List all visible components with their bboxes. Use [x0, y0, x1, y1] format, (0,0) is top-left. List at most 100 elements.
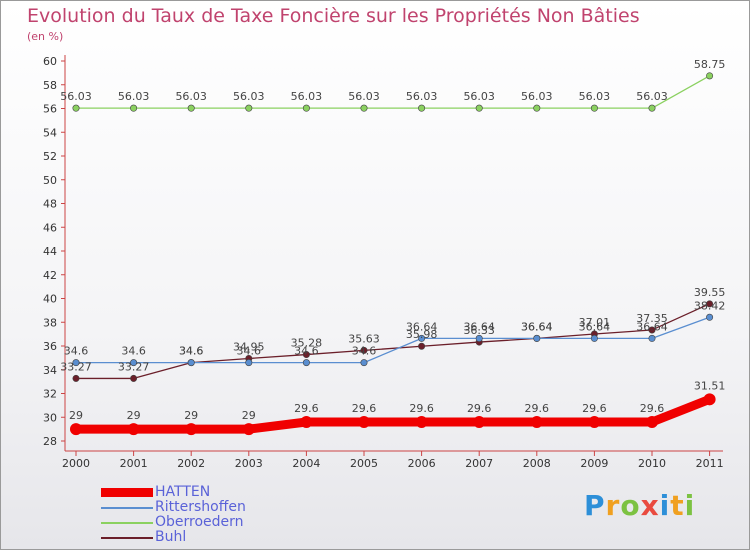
data-point-buhl: [418, 342, 426, 350]
data-point-oberroedern: [245, 104, 253, 112]
series-line-rittershoffen: [75, 316, 711, 364]
data-point-hatten: [646, 416, 658, 428]
data-label-rittershoffen: 36.64: [636, 320, 668, 333]
data-label-buhl: 35.28: [291, 337, 323, 350]
x-tick-label: 2005: [350, 457, 378, 470]
y-tick-label: 48: [43, 198, 57, 211]
data-point-buhl: [302, 351, 310, 359]
data-point-oberroedern: [590, 104, 598, 112]
data-label-hatten: 29.6: [409, 402, 434, 415]
data-point-rittershoffen: [706, 313, 714, 321]
data-point-oberroedern: [533, 104, 541, 112]
x-tick-label: 2003: [235, 457, 263, 470]
data-point-hatten: [473, 416, 486, 428]
y-tick-label: 40: [43, 293, 57, 306]
proxiti-logo: Proxiti: [584, 489, 695, 522]
data-point-buhl: [648, 326, 656, 334]
legend-label-buhl: Buhl: [155, 529, 187, 545]
data-label-buhl: 33.27: [118, 360, 150, 373]
legend-label-rittershoffen: Rittershoffen: [155, 499, 246, 515]
y-tick-label: 38: [43, 316, 57, 329]
data-point-buhl: [130, 374, 138, 382]
x-tick-label: 2001: [120, 457, 148, 470]
y-tick-label: 44: [43, 245, 57, 258]
data-label-rittershoffen: 34.6: [64, 345, 89, 358]
y-tick-label: 54: [43, 126, 57, 139]
x-tick-label: 2000: [62, 457, 90, 470]
data-label-oberroedern: 58.75: [694, 58, 726, 71]
series-line-hatten: [71, 394, 715, 434]
data-label-buhl: 39.55: [694, 286, 726, 299]
legend-swatch-buhl: [101, 537, 153, 539]
data-label-rittershoffen: 34.6: [352, 345, 377, 358]
data-point-oberroedern: [302, 104, 310, 112]
data-label-hatten: 29.6: [582, 402, 607, 415]
data-label-hatten: 29: [69, 409, 83, 422]
legend-swatch-oberroedern: [101, 522, 153, 524]
series-line-buhl: [75, 303, 711, 380]
data-label-hatten: 29: [127, 409, 141, 422]
x-tick-label: 2009: [580, 457, 608, 470]
data-point-oberroedern: [475, 104, 483, 112]
data-label-rittershoffen: 38.42: [694, 299, 726, 312]
data-point-hatten: [185, 423, 198, 436]
logo-letter: t: [670, 489, 685, 522]
data-label-oberroedern: 56.03: [348, 90, 380, 103]
line-chart: 28 30 32 34 36 38 40 42 44 46 48 50 52 54 56 58 60 2000 20…: [43, 55, 726, 470]
data-label-rittershoffen: 36.64: [463, 320, 495, 333]
data-point-rittershoffen: [475, 334, 483, 342]
data-point-hatten: [300, 416, 313, 428]
data-point-rittershoffen: [245, 359, 253, 367]
x-tick-label: 2002: [177, 457, 205, 470]
data-label-rittershoffen: 36.64: [521, 320, 553, 333]
data-label-oberroedern: 56.03: [463, 90, 495, 103]
data-label-oberroedern: 56.03: [233, 90, 265, 103]
data-label-rittershoffen: 34.6: [121, 345, 146, 358]
data-label-buhl: 34.6: [179, 345, 204, 358]
data-label-oberroedern: 56.03: [291, 90, 323, 103]
logo-letter: x: [640, 489, 660, 522]
logo-letter: r: [605, 489, 621, 522]
data-label-hatten: 29.6: [352, 402, 377, 415]
data-label-oberroedern: 56.03: [60, 90, 92, 103]
x-tick-label: 2010: [638, 457, 666, 470]
data-point-hatten: [415, 416, 428, 428]
data-label-buhl: 37.01: [579, 316, 611, 329]
x-tick-label: 2007: [465, 457, 493, 470]
data-point-rittershoffen: [130, 359, 138, 367]
y-tick-label: 28: [43, 435, 57, 448]
y-tick-label: 46: [43, 221, 57, 234]
data-point-rittershoffen: [648, 334, 656, 342]
data-label-oberroedern: 56.03: [579, 90, 611, 103]
y-tick-label: 58: [43, 79, 57, 92]
data-point-buhl: [72, 374, 80, 382]
data-point-buhl: [706, 300, 714, 308]
data-point-rittershoffen: [360, 359, 368, 367]
data-label-hatten: 31.51: [694, 379, 726, 392]
data-point-hatten: [358, 416, 370, 428]
data-point-hatten: [127, 423, 140, 436]
data-label-oberroedern: 56.03: [406, 90, 438, 103]
y-tick-label: 32: [43, 388, 57, 401]
data-point-oberroedern: [187, 104, 195, 112]
data-label-hatten: 29.6: [294, 402, 319, 415]
y-tick-label: 52: [43, 150, 57, 163]
x-tick-label: 2011: [696, 457, 724, 470]
data-label-oberroedern: 56.03: [521, 90, 553, 103]
y-tick-label: 30: [43, 411, 57, 424]
data-label-buhl: 34.95: [233, 340, 265, 353]
data-point-rittershoffen: [533, 334, 541, 342]
y-tick-label: 60: [43, 55, 57, 68]
x-tick-label: 2004: [292, 457, 320, 470]
y-tick-label: 50: [43, 174, 57, 187]
data-point-rittershoffen: [72, 359, 80, 367]
logo-letter: P: [584, 489, 606, 522]
data-point-hatten: [530, 416, 543, 428]
data-label-hatten: 29: [242, 409, 256, 422]
data-label-hatten: 29: [184, 409, 198, 422]
data-label-rittershoffen: 34.6: [179, 345, 204, 358]
data-label-rittershoffen: 36.64: [406, 320, 438, 333]
legend-swatch-hatten: [101, 488, 153, 497]
data-label-hatten: 29.6: [525, 402, 550, 415]
